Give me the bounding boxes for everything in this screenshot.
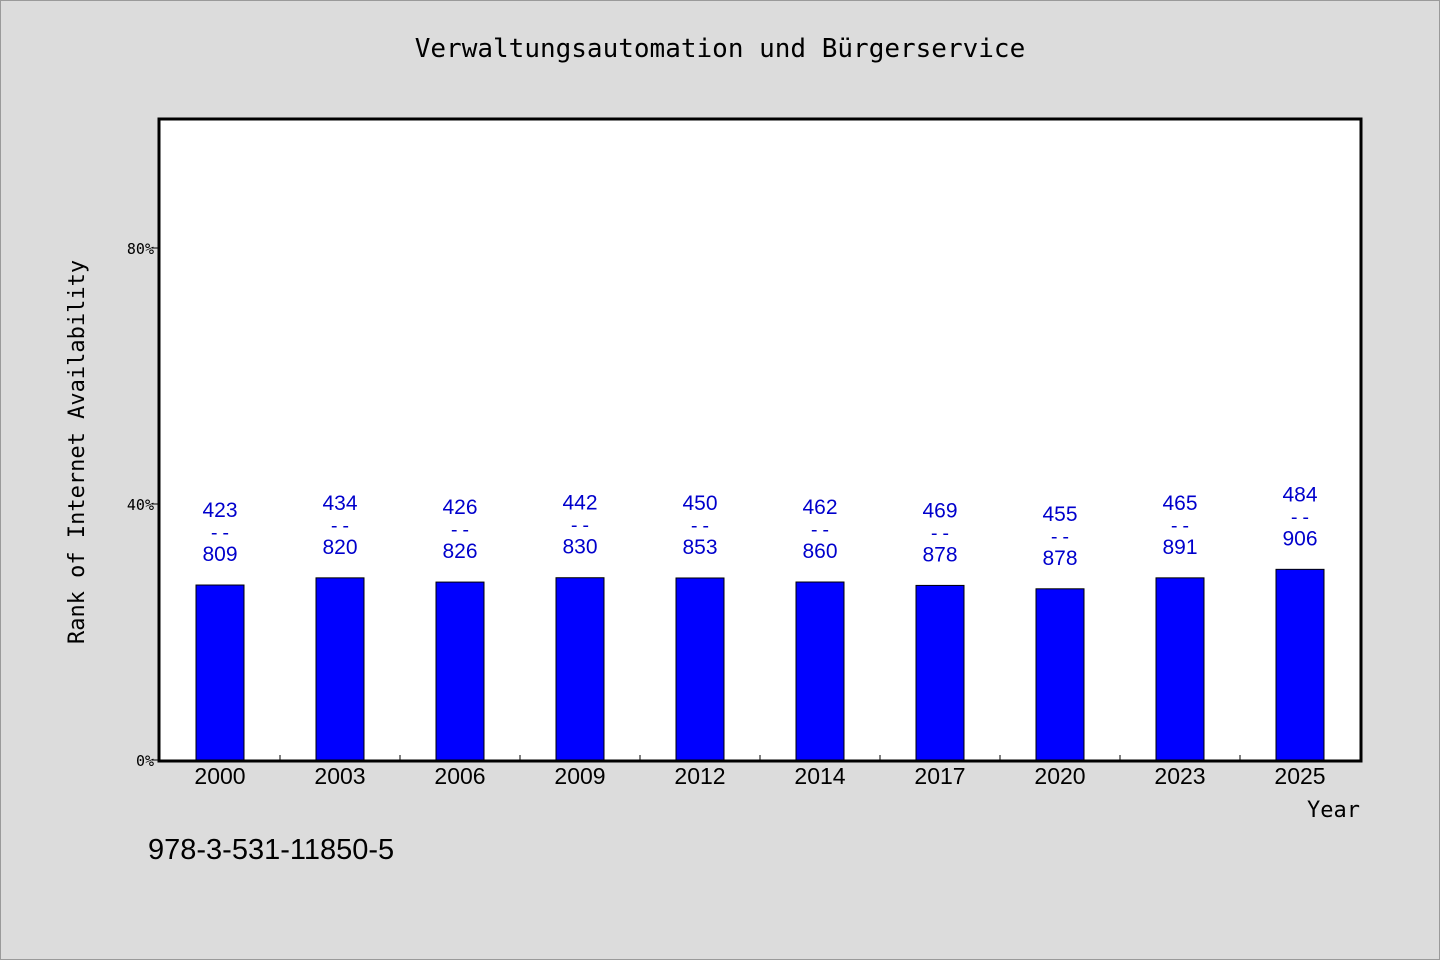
x-tick-label: 2012 bbox=[674, 763, 725, 789]
bars bbox=[195, 568, 1325, 761]
bar-label-numerator: 465 bbox=[1162, 492, 1197, 515]
bar-label-separator: -- bbox=[689, 515, 712, 537]
bar-label-separator: -- bbox=[1049, 526, 1072, 548]
bar-label-denominator: 826 bbox=[442, 540, 477, 563]
bar bbox=[1155, 577, 1205, 761]
bar-label-separator: -- bbox=[809, 519, 832, 541]
bar-label-denominator: 830 bbox=[562, 536, 597, 559]
bar bbox=[315, 577, 365, 761]
bar bbox=[195, 584, 245, 761]
bar-label-numerator: 455 bbox=[1042, 503, 1077, 526]
x-tick-label: 2000 bbox=[194, 763, 245, 789]
y-tick-label: 80% bbox=[127, 240, 154, 258]
bar-label-numerator: 469 bbox=[922, 499, 957, 522]
x-tick-label: 2025 bbox=[1274, 763, 1325, 789]
bar bbox=[1035, 588, 1085, 761]
bar-label-numerator: 484 bbox=[1282, 483, 1317, 506]
y-axis-ticks: 0% 40% 80% bbox=[127, 240, 160, 770]
bar-label-numerator: 423 bbox=[202, 499, 237, 522]
bar-label-separator: -- bbox=[1289, 506, 1312, 528]
bar-label-numerator: 426 bbox=[442, 496, 477, 519]
bar-labels: 423--809434--820426--826442--830450--853… bbox=[202, 483, 1317, 569]
y-tick-label: 0% bbox=[136, 752, 154, 770]
bar-label-denominator: 860 bbox=[802, 540, 837, 563]
bar-label-denominator: 878 bbox=[1042, 547, 1077, 570]
x-tick-label: 2014 bbox=[794, 763, 845, 789]
y-tick-label: 40% bbox=[127, 496, 154, 514]
x-tick-label: 2017 bbox=[914, 763, 965, 789]
bar-label-denominator: 853 bbox=[682, 536, 717, 559]
bar-label-separator: -- bbox=[449, 519, 472, 541]
bar-label-numerator: 434 bbox=[322, 492, 357, 515]
bar-label-separator: -- bbox=[929, 522, 952, 544]
bar-label-denominator: 891 bbox=[1162, 536, 1197, 559]
bar bbox=[555, 577, 605, 761]
bar bbox=[795, 581, 845, 761]
x-tick-label: 2020 bbox=[1034, 763, 1085, 789]
y-axis-label: Rank of Internet Availability bbox=[65, 260, 90, 644]
bar-label-denominator: 906 bbox=[1282, 527, 1317, 550]
bar-label-numerator: 450 bbox=[682, 492, 717, 515]
bar-label-denominator: 820 bbox=[322, 536, 357, 559]
bar-label-separator: -- bbox=[209, 522, 232, 544]
bar bbox=[915, 584, 965, 761]
x-tick-label: 2006 bbox=[434, 763, 485, 789]
bar bbox=[1275, 568, 1325, 761]
isbn-label: 978-3-531-11850-5 bbox=[148, 834, 395, 866]
x-axis-label: Year bbox=[1307, 798, 1360, 823]
x-axis-ticks: 2000 2003 2006 2009 2012 2014 2017 2020 2023 2025 bbox=[194, 755, 1326, 789]
x-tick-label: 2023 bbox=[1154, 763, 1205, 789]
chart-title: Verwaltungsautomation und Bürgerservice bbox=[414, 34, 1026, 64]
bar-label-separator: -- bbox=[569, 515, 592, 537]
bar bbox=[435, 581, 485, 761]
bar-label-denominator: 878 bbox=[922, 543, 957, 566]
bar-label-numerator: 462 bbox=[802, 496, 837, 519]
bar-label-numerator: 442 bbox=[562, 492, 597, 515]
x-tick-label: 2003 bbox=[314, 763, 365, 789]
bar-label-denominator: 809 bbox=[202, 543, 237, 566]
bar bbox=[675, 577, 725, 761]
x-tick-label: 2009 bbox=[554, 763, 605, 789]
bar-label-separator: -- bbox=[329, 515, 352, 537]
bar-label-separator: -- bbox=[1169, 515, 1192, 537]
